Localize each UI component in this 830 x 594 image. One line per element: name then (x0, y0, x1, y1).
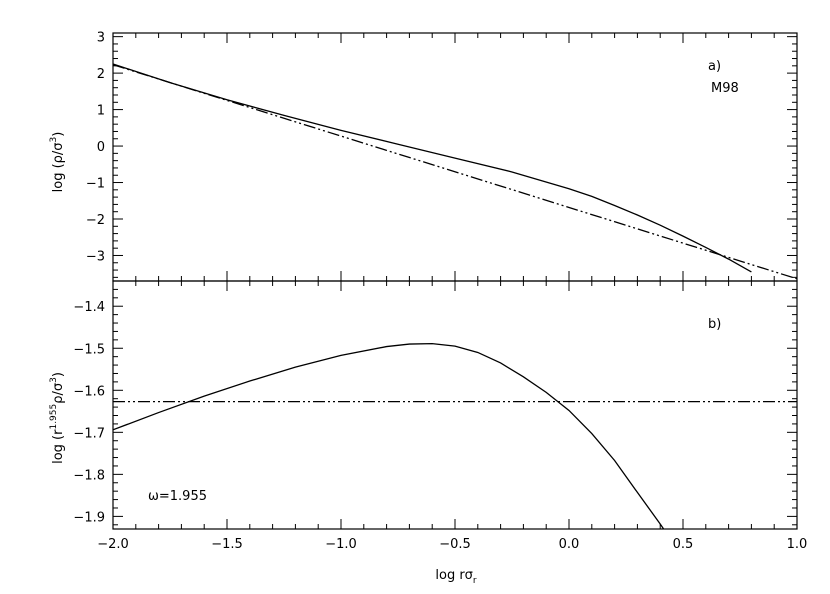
panel-a-dash-dot-series-line (113, 64, 797, 280)
panel-b-x-tick-label: 1.0 (787, 537, 808, 552)
panel-b-x-tick-label: −2.0 (97, 537, 129, 552)
panel-b-y-tick-label: −1.7 (73, 426, 105, 441)
x-axis-title: log rσr (435, 568, 477, 586)
panel-b-label: b) (708, 317, 721, 332)
panel-a-y-axis-title: log (ρ/σ3) (49, 132, 66, 193)
panel-b-y-axis-title: log (r1.955ρ/σ3) (49, 372, 66, 464)
panel-a-label: a) (708, 59, 721, 74)
panel-a-y-tick-label: 0 (97, 140, 105, 155)
panel-b-y-tick-label: −1.8 (73, 468, 105, 483)
panel-b-x-tick-label: 0.5 (673, 537, 694, 552)
panel-b-x-tick-label: 0.0 (559, 537, 580, 552)
panel-b-frame (112, 280, 798, 530)
panel-b-y-tick-label: −1.6 (73, 384, 105, 399)
panel-b-y-tick-label: −1.5 (73, 342, 105, 357)
panel-a-y-tick-label: 1 (97, 104, 105, 119)
panel-b-solid-series-line (113, 342, 665, 529)
panel-b-x-tick-label: −1.0 (325, 537, 357, 552)
panel-b-x-tick-label: −1.5 (211, 537, 243, 552)
panel-a-solid-series-line (113, 63, 752, 273)
panel-a-y-tick-label: −1 (86, 177, 105, 192)
panel-a-y-tick-label: 3 (97, 31, 105, 46)
panel-a-plot: −3 −2 −1 0 1 2 3 (86, 31, 798, 282)
panel-b-x-tick-label: −0.5 (439, 537, 471, 552)
panel-a-y-tick-label: −3 (86, 249, 105, 264)
panel-a-annotation: M98 (711, 81, 739, 96)
panel-a-frame (112, 32, 798, 282)
panel-b-annotation: ω=1.955 (148, 489, 207, 504)
panel-a-y-tick-label: −2 (86, 213, 105, 228)
panel-b-y-tick-label: −1.4 (73, 300, 105, 315)
panel-b-y-tick-label: −1.9 (73, 510, 105, 525)
panel-b-plot: −1.9 −1.8 −1.7 −1.6 −1.5 −1.4 −2.0 −1.5 −1.0 −0.5… (73, 280, 808, 552)
panel-a-y-tick-label: 2 (97, 67, 105, 82)
